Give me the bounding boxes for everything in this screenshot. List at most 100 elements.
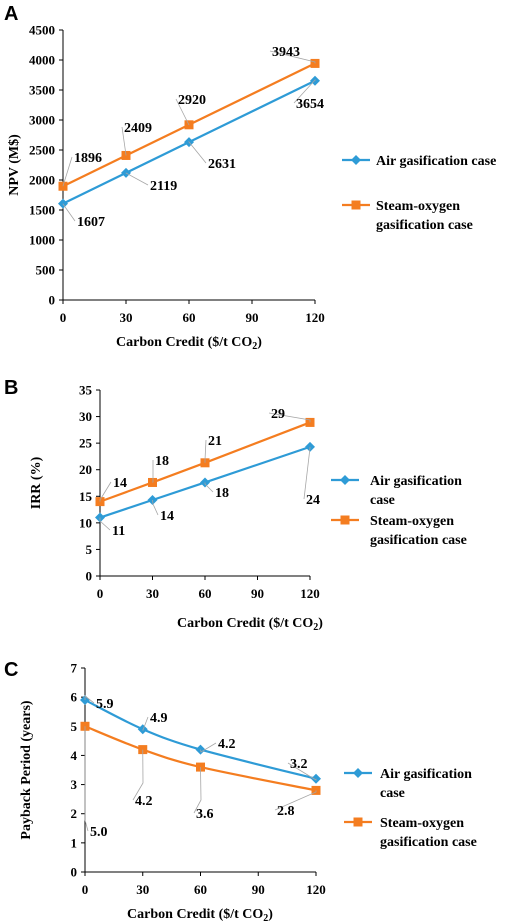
- y-tick-label: 5: [71, 719, 78, 734]
- x-tick-label: 60: [183, 310, 196, 325]
- panel-letter: A: [4, 3, 18, 25]
- data-label: 4.2: [135, 794, 153, 809]
- leader-line: [274, 790, 317, 811]
- chart-panel-b: B 0 5 10 15 20 25 30 35 0 30 60 90 120 Carbon Credit (…: [4, 377, 467, 633]
- x-tick-label: 0: [60, 310, 67, 325]
- data-label: 14: [113, 476, 127, 491]
- x-tick-label: 60: [194, 882, 207, 897]
- leader-line: [287, 762, 317, 781]
- leader-line: [293, 78, 316, 104]
- data-label: 21: [208, 434, 222, 449]
- series-line-steam-oxygen: [84, 725, 317, 792]
- leader-line: [121, 126, 127, 156]
- y-tick-label: 0: [86, 569, 93, 584]
- y-tick-label: 25: [79, 436, 93, 451]
- leader-line: [204, 482, 214, 493]
- x-axis-title: Carbon Credit ($/t CO2): [177, 616, 323, 633]
- y-tick-label: 5: [86, 542, 93, 557]
- y-tick-label: 30: [79, 409, 92, 424]
- y-tick-label: 4500: [29, 23, 55, 38]
- legend-label: Air gasification: [380, 767, 472, 782]
- data-label: 2409: [124, 121, 152, 136]
- legend-marker-steam-oxygen: [340, 515, 350, 525]
- y-tick-label: 20: [79, 462, 92, 477]
- y-tick-label: 3500: [29, 83, 55, 98]
- leader-line: [268, 412, 311, 423]
- data-label: 18: [155, 454, 169, 469]
- data-label: 29: [271, 407, 285, 422]
- x-tick-label: 60: [199, 586, 212, 601]
- series-line-steam-oxygen: [62, 62, 316, 188]
- legend-label: gasification case: [376, 218, 473, 233]
- x-tick-label: 0: [97, 586, 104, 601]
- panel-letter: C: [4, 659, 18, 681]
- y-tick-label: 35: [79, 383, 93, 398]
- y-tick-label: 4: [71, 748, 78, 763]
- data-label: 2.8: [277, 804, 295, 819]
- data-label: 2920: [178, 93, 206, 108]
- chart-panel-c: C 0 1 2 3 4 5 6 7 0 30 60 90 120 Carbon Credit ($/t CO…: [4, 659, 477, 923]
- series-line-air: [62, 79, 316, 205]
- leader-line: [84, 695, 95, 704]
- data-label: 5.9: [96, 697, 114, 712]
- legend-label: Air gasification case: [376, 154, 496, 169]
- leader-line: [132, 749, 144, 801]
- x-tick-label: 30: [120, 310, 133, 325]
- x-tick-label: 0: [82, 882, 89, 897]
- x-axis-title: Carbon Credit ($/t CO2): [116, 335, 262, 352]
- y-tick-label: 10: [79, 515, 92, 530]
- y-tick-label: 0: [71, 865, 78, 880]
- legend-marker-air: [351, 155, 361, 165]
- x-tick-label: 90: [251, 586, 264, 601]
- y-tick-label: 15: [79, 489, 93, 504]
- series-line-air: [84, 699, 317, 780]
- y-tick-label: 2: [71, 806, 78, 821]
- data-label: 4.2: [218, 737, 236, 752]
- leader-line: [269, 50, 316, 64]
- leader-line: [125, 172, 149, 186]
- panel-letter: B: [4, 377, 18, 399]
- leader-line: [200, 742, 217, 753]
- x-axis-title: Carbon Credit ($/t CO2): [127, 907, 273, 923]
- leader-line: [204, 439, 207, 463]
- legend-label: Steam-oxygen: [380, 816, 464, 831]
- legend-label: Air gasification: [370, 474, 462, 489]
- y-tick-label: 1500: [29, 203, 55, 218]
- y-tick-label: 1: [71, 835, 78, 850]
- x-tick-label: 30: [136, 882, 149, 897]
- legend-marker-steam-oxygen: [353, 817, 363, 827]
- data-label: 3654: [296, 97, 324, 112]
- x-tick-label: 90: [252, 882, 265, 897]
- y-axis-title: IRR (%): [29, 456, 44, 509]
- data-label: 5.0: [90, 825, 108, 840]
- data-label: 18: [215, 486, 229, 501]
- data-label: 11: [112, 524, 125, 539]
- legend-label: gasification case: [370, 533, 467, 548]
- data-label: 1607: [77, 215, 105, 230]
- y-tick-label: 4000: [29, 53, 55, 68]
- data-label: 1896: [74, 151, 102, 166]
- legend-label: Steam-oxygen: [370, 514, 454, 529]
- y-tick-label: 1000: [29, 233, 55, 248]
- x-tick-label: 120: [305, 310, 325, 325]
- x-tick-label: 90: [246, 310, 259, 325]
- leader-line: [99, 481, 112, 502]
- legend-marker-air: [353, 768, 363, 778]
- legend-label: case: [370, 493, 395, 508]
- leader-line: [188, 140, 207, 164]
- data-label: 14: [160, 509, 174, 524]
- legend-marker-steam-oxygen: [351, 200, 361, 210]
- leader-line: [62, 156, 73, 187]
- y-tick-label: 6: [71, 690, 78, 705]
- leader-line: [99, 517, 111, 531]
- y-tick-label: 7: [71, 661, 78, 676]
- data-label: 3943: [272, 45, 300, 60]
- leader-line: [152, 460, 154, 483]
- y-tick-label: 2500: [29, 143, 55, 158]
- data-label: 3.6: [196, 807, 214, 822]
- y-tick-label: 0: [49, 293, 56, 308]
- data-label: 2631: [208, 157, 236, 172]
- y-tick-label: 3: [71, 777, 78, 792]
- x-tick-label: 120: [300, 586, 320, 601]
